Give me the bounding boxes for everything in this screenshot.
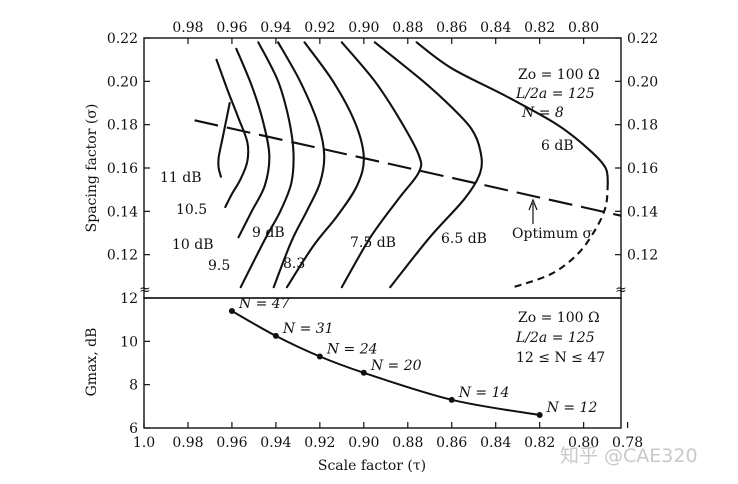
bottom-x-tick-label: 0.98 [172,435,203,451]
contour-label-9-5: 9.5 [208,258,230,274]
watermark: 知乎 @CAE320 [560,445,698,467]
x-axis-label-scale-factor: Scale factor (τ) [318,458,426,474]
gain-point-label: N = 14 [458,385,510,401]
gain-point-label: N = 12 [546,400,598,416]
contour-lines [215,41,609,289]
right-y-tick-label: 0.22 [627,31,658,47]
contour-line-2 [215,58,250,209]
top-annotation-impedance: Zo = 100 Ω [518,67,600,83]
contour-label-7-5db: 7.5 dB [350,235,396,251]
bottom-annotation-impedance: Zo = 100 Ω [518,310,600,326]
gain-point [360,369,367,376]
bottom-x-tick-label: 0.82 [524,435,555,451]
right-y-tick-label: 0.18 [627,118,658,134]
bottom-x-tick-label: 0.78 [612,435,643,451]
contour-6db-dashed-extension [512,183,609,289]
break-mark-left: ≈ [139,282,151,298]
contour-axis-ticks: 0.98 0.96 0.94 0.92 0.90 0.88 0.86 0.84 0.82 0.80… [107,20,658,264]
gain-panel: 1.0 0.98 0.96 0.94 0.92 0.90 0.88 0.86 0.84 0.82 0… [84,291,643,474]
gain-points: N = 47 N = 31 N = 24N = 20 N = 14 N = 12 [228,296,598,418]
contour-line-4 [239,41,295,289]
contour-line-6 [285,41,365,289]
gain-point-label: N = 31 [282,321,334,337]
contour-label-8-3: 8.3 [283,256,305,272]
contour-label-10-5: 10.5 [176,202,207,218]
contour-line-7 [340,41,423,289]
gain-y-tick-label: 6 [129,421,138,437]
y-axis-label-spacing: Spacing factor (σ) [84,104,100,233]
optimum-sigma-line [194,119,622,217]
gain-point [272,332,279,339]
right-y-tick-label: 0.14 [627,204,658,220]
bottom-x-tick-label: 0.80 [568,435,599,451]
bottom-annotation-n-range: 12 ≤ N ≤ 47 [516,350,605,366]
bottom-annotation-length-ratio: L/2a = 125 [515,330,595,346]
bottom-x-tick-label: 0.86 [436,435,467,451]
gain-point-label: N = 20 [370,358,422,374]
left-y-tick-label: 0.18 [107,118,138,134]
top-x-tick-label: 0.80 [568,20,599,36]
gain-point-label: N = 47 [238,296,290,312]
gain-axis-ticks: 1.0 0.98 0.96 0.94 0.92 0.90 0.88 0.86 0.84 0.82 0… [120,291,643,451]
bottom-x-tick-label: 1.0 [133,435,155,451]
contour-line-9 [415,41,609,185]
top-x-tick-label: 0.92 [304,20,335,36]
contour-line-5 [272,41,326,289]
left-y-tick-label: 0.22 [107,31,138,47]
gain-point [316,353,323,360]
contour-label-6db: 6 dB [541,138,574,154]
left-y-tick-label: 0.16 [107,161,138,177]
contour-line-3 [235,47,271,239]
gain-plot-frame [143,297,622,429]
left-y-tick-label: 0.12 [107,248,138,264]
top-annotation-n: N = 8 [521,105,564,121]
y-axis-label-gmax: Gmax, dB [84,328,100,397]
top-x-tick-label: 0.88 [392,20,423,36]
right-y-tick-label: 0.16 [627,161,658,177]
top-x-tick-label: 0.86 [436,20,467,36]
gain-y-tick-label: 8 [129,378,138,394]
bottom-x-tick-label: 0.96 [216,435,247,451]
gain-y-tick-label: 12 [120,291,138,307]
bottom-x-tick-label: 0.94 [260,435,291,451]
left-y-tick-label: 0.14 [107,204,138,220]
gain-point [536,412,543,418]
top-annotation-length-ratio: L/2a = 125 [515,86,595,102]
left-y-tick-label: 0.20 [107,74,138,90]
bottom-x-tick-label: 0.92 [304,435,335,451]
gain-point [448,396,455,403]
optimum-arrow-head [528,198,538,211]
gain-y-tick-label: 10 [120,334,138,350]
top-x-tick-label: 0.90 [348,20,379,36]
contour-line-8 [373,41,483,289]
top-x-tick-label: 0.82 [524,20,555,36]
bottom-x-tick-label: 0.90 [348,435,379,451]
bottom-x-tick-label: 0.88 [392,435,423,451]
contour-label-6-5db: 6.5 dB [441,231,487,247]
right-y-tick-label: 0.12 [627,248,658,264]
contour-label-10db: 10 dB [172,237,214,253]
top-x-tick-label: 0.94 [260,20,291,36]
right-y-tick-label: 0.20 [627,74,658,90]
top-x-tick-label: 0.98 [172,20,203,36]
bottom-x-tick-label: 0.84 [480,435,511,451]
contour-label-11db: 11 dB [160,170,202,186]
contour-panel: 0.98 0.96 0.94 0.92 0.90 0.88 0.86 0.84 0.82 0.80… [84,20,658,299]
top-x-tick-label: 0.84 [480,20,511,36]
gain-point [228,308,235,314]
optimum-sigma-label: Optimum σ [512,226,593,242]
contour-label-9db: 9 dB [252,225,285,241]
top-x-tick-label: 0.96 [216,20,247,36]
gain-point-label: N = 24 [326,342,378,358]
contour-line-1 [217,101,231,178]
break-mark-right: ≈ [615,282,627,298]
